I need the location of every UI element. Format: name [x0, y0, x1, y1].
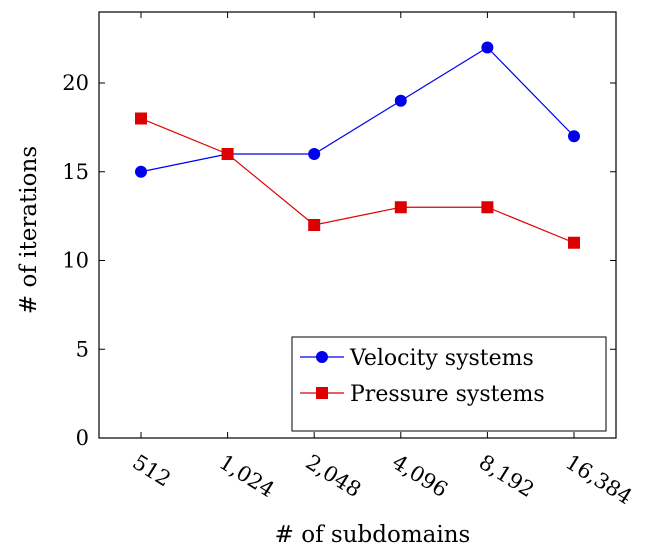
data-point [394, 94, 407, 107]
legend: Velocity systems Pressure systems [291, 336, 607, 432]
series-line [140, 117, 575, 244]
data-point [308, 219, 321, 231]
x-tick-label: 512 [128, 450, 175, 492]
legend-entry: Velocity systems [300, 346, 534, 371]
y-axis-ticks: 0 5 10 15 20 [62, 71, 616, 450]
legend-box [291, 336, 607, 432]
data-point [221, 148, 234, 160]
y-axis-title: # of iterations [16, 146, 42, 314]
data-point [308, 148, 321, 160]
data-point [481, 201, 494, 214]
legend-label: Velocity systems [349, 346, 534, 371]
legend-label: Pressure systems [350, 382, 545, 407]
data-point [481, 41, 494, 54]
x-tick-label: 4,096 [388, 450, 452, 502]
y-tick-label: 15 [62, 160, 89, 184]
data-point [135, 165, 147, 178]
y-tick-label: 10 [62, 249, 89, 273]
x-tick-label: 8,192 [475, 450, 539, 502]
x-tick-label: 1,024 [215, 450, 279, 502]
data-point [135, 112, 147, 125]
y-tick-label: 5 [76, 337, 89, 361]
x-tick-label: 16,384 [561, 450, 636, 509]
x-axis-title: # of subdomains [275, 522, 471, 548]
data-point [568, 236, 580, 249]
data-point [568, 130, 580, 143]
data-point [394, 201, 407, 214]
legend-marker [316, 351, 328, 363]
series-pressure-systems [135, 112, 580, 249]
series-velocity-systems [135, 41, 580, 178]
plot-frame [98, 11, 617, 439]
legend-marker [316, 387, 328, 399]
y-tick-label: 20 [62, 71, 89, 95]
legend-entry: Pressure systems [300, 382, 545, 407]
series-line [140, 46, 575, 173]
x-tick-label: 2,048 [302, 450, 366, 502]
x-axis-ticks: 512 1,024 2,048 4,096 8,192 16,384 [128, 12, 636, 509]
y-tick-label: 0 [76, 426, 89, 450]
series-layer [135, 41, 580, 249]
